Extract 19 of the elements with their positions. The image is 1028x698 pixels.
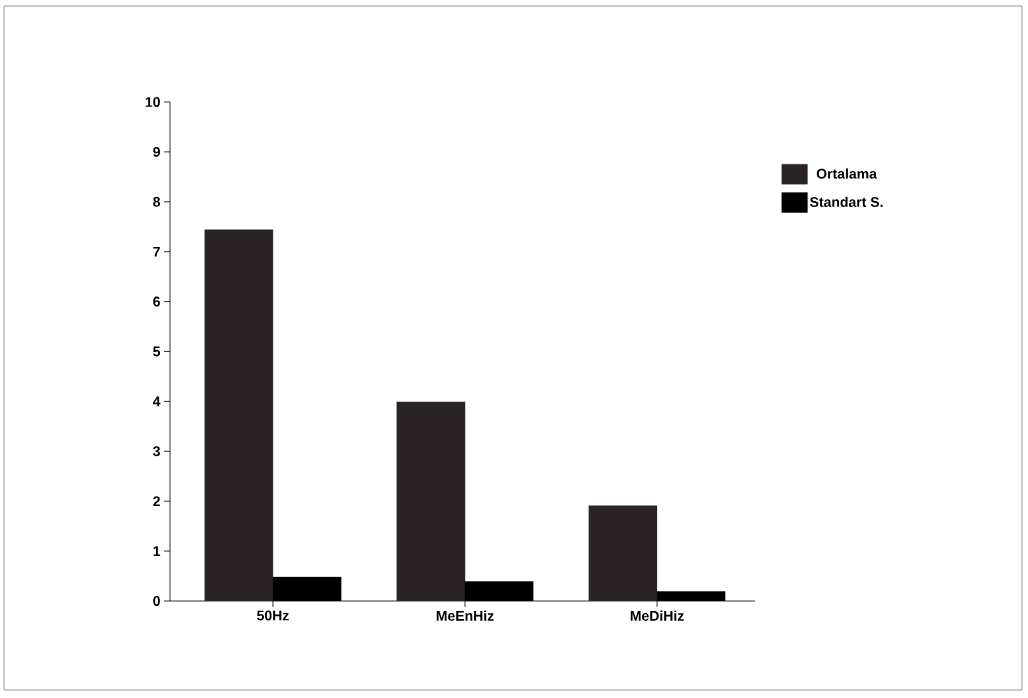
bar <box>204 229 274 601</box>
y-tick-label: 2 <box>153 496 160 507</box>
x-tick-label: 50Hz <box>257 610 289 621</box>
bar <box>588 505 658 601</box>
y-tick-label: 8 <box>153 196 161 207</box>
x-tick-label: MeDiHiz <box>630 610 684 621</box>
legend-label: Standart S. <box>810 196 883 208</box>
y-tick-label: 9 <box>153 146 160 157</box>
x-tick-label: MeEnHiz <box>436 610 494 621</box>
y-tick-label: 5 <box>153 346 161 357</box>
y-tick-label: 10 <box>145 97 160 107</box>
y-tick-label: 4 <box>152 396 161 407</box>
y-tick-label: 7 <box>153 246 160 257</box>
y-tick-label: 1 <box>153 546 161 556</box>
y-tick-label: 3 <box>153 446 160 457</box>
y-tick-label: 0 <box>153 596 160 606</box>
y-tick-label: 6 <box>153 296 160 307</box>
legend-label: Ortalama <box>816 168 877 179</box>
bar <box>396 401 466 601</box>
